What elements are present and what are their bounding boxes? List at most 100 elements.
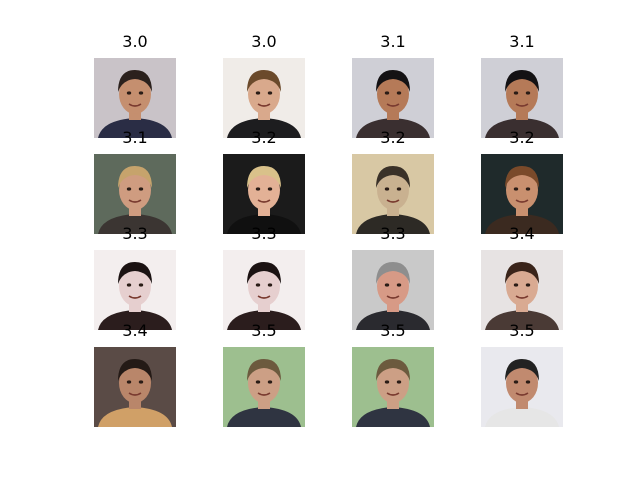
portrait-mouth bbox=[257, 199, 271, 203]
portrait-eye bbox=[267, 91, 273, 95]
score-label: 3.2 bbox=[509, 128, 535, 147]
face-thumbnail bbox=[223, 347, 305, 427]
portrait-eye bbox=[255, 91, 261, 95]
portrait-eye bbox=[384, 283, 390, 287]
face-thumbnail bbox=[481, 154, 563, 234]
score-label: 3.2 bbox=[251, 128, 277, 147]
portrait-face bbox=[377, 74, 409, 114]
portrait-eye bbox=[138, 380, 144, 384]
face-portrait bbox=[223, 58, 305, 138]
portrait-shoulders bbox=[98, 310, 172, 330]
portrait-hair bbox=[247, 262, 281, 284]
portrait-eye bbox=[396, 187, 402, 191]
portrait-eye bbox=[126, 91, 132, 95]
face-cell: 3.5 bbox=[223, 321, 305, 427]
portrait-shoulders bbox=[356, 118, 430, 138]
face-thumbnail bbox=[352, 58, 434, 138]
portrait-eye bbox=[126, 283, 132, 287]
portrait-eye bbox=[267, 187, 273, 191]
portrait-eye bbox=[384, 187, 390, 191]
face-cell: 3.4 bbox=[481, 224, 563, 330]
score-label: 3.1 bbox=[122, 128, 148, 147]
face-portrait bbox=[223, 347, 305, 427]
score-label: 3.1 bbox=[380, 32, 406, 51]
face-thumbnail bbox=[481, 58, 563, 138]
portrait-hair bbox=[247, 70, 281, 92]
portrait-hair bbox=[376, 166, 410, 188]
portrait-eye bbox=[255, 283, 261, 287]
portrait-mouth bbox=[257, 103, 271, 107]
portrait-face bbox=[119, 170, 151, 210]
score-label: 3.5 bbox=[251, 321, 277, 340]
portrait-eye bbox=[255, 187, 261, 191]
face-thumbnail bbox=[223, 58, 305, 138]
portrait-mouth bbox=[128, 392, 142, 396]
portrait-shoulders bbox=[356, 407, 430, 427]
face-thumbnail bbox=[94, 154, 176, 234]
portrait-shoulders bbox=[98, 118, 172, 138]
face-thumbnail bbox=[352, 250, 434, 330]
portrait-shoulders bbox=[227, 407, 301, 427]
portrait-face bbox=[506, 266, 538, 306]
face-portrait bbox=[352, 250, 434, 330]
face-portrait bbox=[481, 154, 563, 234]
face-cell: 3.3 bbox=[352, 224, 434, 330]
face-portrait bbox=[352, 154, 434, 234]
score-label: 3.3 bbox=[380, 224, 406, 243]
portrait-eye bbox=[138, 187, 144, 191]
face-portrait bbox=[223, 154, 305, 234]
portrait-shoulders bbox=[227, 214, 301, 234]
portrait-mouth bbox=[386, 199, 400, 203]
portrait-eye bbox=[255, 380, 261, 384]
face-cell: 3.1 bbox=[94, 128, 176, 234]
portrait-eye bbox=[513, 283, 519, 287]
portrait-mouth bbox=[515, 103, 529, 107]
portrait-shoulders bbox=[485, 118, 559, 138]
portrait-eye bbox=[396, 91, 402, 95]
face-thumbnail bbox=[481, 250, 563, 330]
portrait-shoulders bbox=[485, 310, 559, 330]
face-thumbnail bbox=[94, 250, 176, 330]
face-cell: 3.1 bbox=[352, 32, 434, 138]
portrait-mouth bbox=[386, 295, 400, 299]
portrait-face bbox=[506, 363, 538, 403]
portrait-face bbox=[119, 266, 151, 306]
face-portrait bbox=[94, 58, 176, 138]
portrait-face bbox=[248, 266, 280, 306]
portrait-eye bbox=[513, 187, 519, 191]
portrait-shoulders bbox=[356, 214, 430, 234]
portrait-eye bbox=[267, 380, 273, 384]
portrait-hair bbox=[505, 166, 539, 188]
face-cell: 3.4 bbox=[94, 321, 176, 427]
face-portrait bbox=[481, 347, 563, 427]
face-thumbnail bbox=[481, 347, 563, 427]
portrait-mouth bbox=[386, 392, 400, 396]
portrait-mouth bbox=[515, 295, 529, 299]
face-thumbnail bbox=[94, 58, 176, 138]
face-thumbnail bbox=[352, 347, 434, 427]
portrait-face bbox=[248, 74, 280, 114]
score-label: 3.2 bbox=[380, 128, 406, 147]
portrait-mouth bbox=[515, 199, 529, 203]
score-label: 3.4 bbox=[122, 321, 148, 340]
portrait-hair bbox=[376, 262, 410, 284]
portrait-face bbox=[248, 170, 280, 210]
portrait-eye bbox=[525, 91, 531, 95]
face-portrait bbox=[94, 154, 176, 234]
portrait-mouth bbox=[257, 295, 271, 299]
portrait-eye bbox=[396, 283, 402, 287]
face-cell: 3.0 bbox=[94, 32, 176, 138]
portrait-eye bbox=[525, 187, 531, 191]
portrait-mouth bbox=[128, 199, 142, 203]
portrait-hair bbox=[247, 359, 281, 381]
score-label: 3.3 bbox=[122, 224, 148, 243]
score-label: 3.3 bbox=[251, 224, 277, 243]
face-cell: 3.2 bbox=[481, 128, 563, 234]
score-label: 3.0 bbox=[251, 32, 277, 51]
portrait-shoulders bbox=[485, 214, 559, 234]
portrait-mouth bbox=[257, 392, 271, 396]
portrait-face bbox=[119, 363, 151, 403]
portrait-shoulders bbox=[356, 310, 430, 330]
face-thumbnail bbox=[94, 347, 176, 427]
